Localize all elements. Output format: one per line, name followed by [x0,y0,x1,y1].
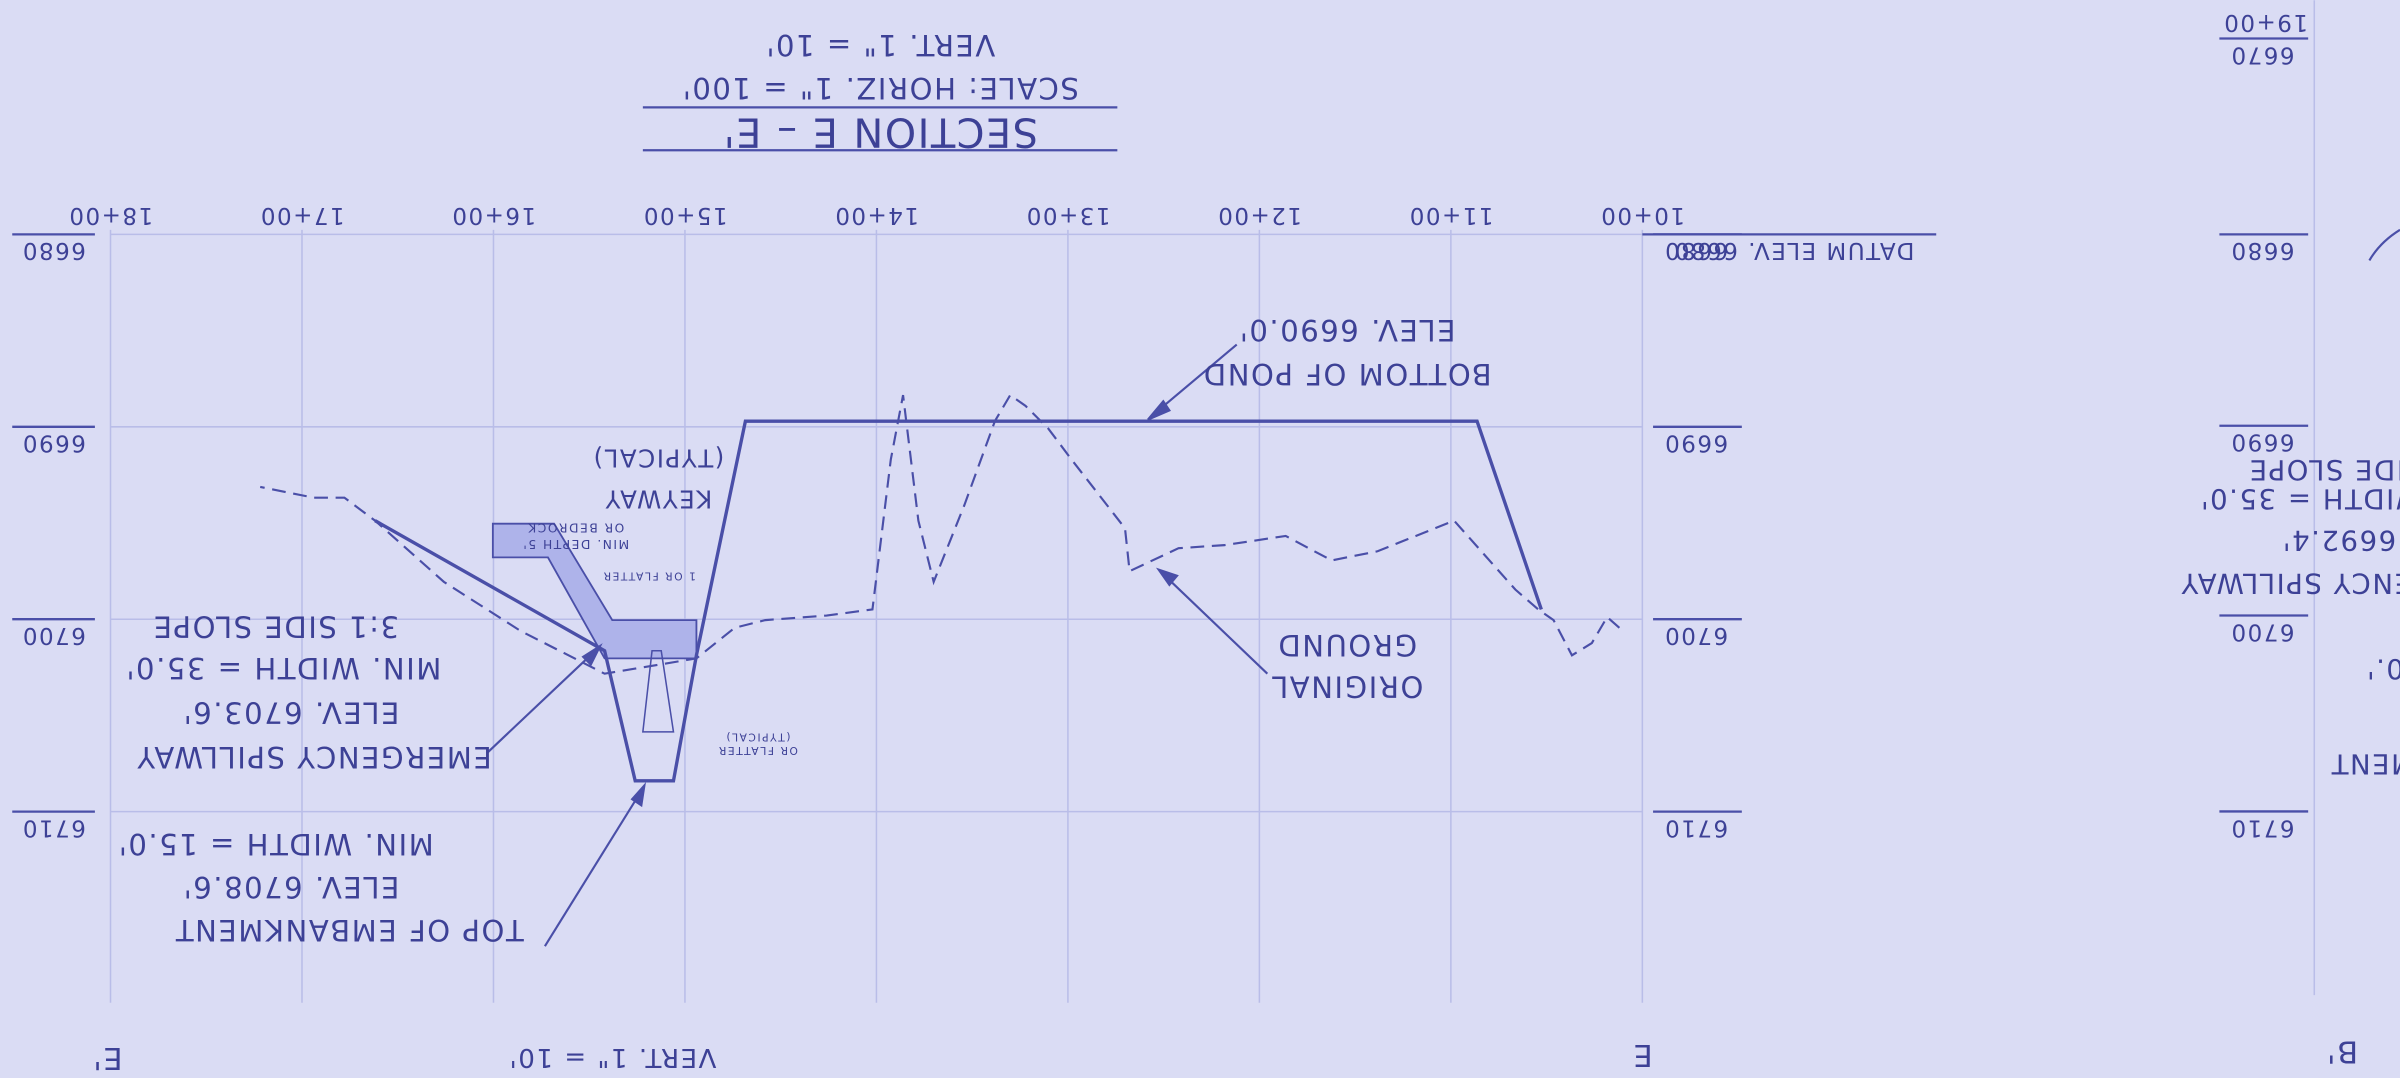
annotation: TOP OF EMBANKMENT [174,913,524,947]
annotation: IDE SLOPE [2248,454,2400,486]
station-label: 14+00 [834,202,919,228]
annotation: OR BEDROCK [527,520,625,534]
station-label: 10+00 [1600,202,1685,228]
scale-text: VERT. 1" = 10' [765,28,995,62]
station-label: 15+00 [642,202,727,228]
section-title: SECTION E – E' [722,108,1038,154]
annotation: ELEV. 6690.0' [1238,313,1455,347]
arrowhead [1155,567,1179,587]
station-label: 17+00 [259,202,344,228]
annotation: 6692.4' [2281,524,2396,556]
annotation: 1 OR FLATTER [602,570,696,583]
annotation: MIN. WIDTH = 15.0' [117,827,433,861]
leaders [485,343,1269,947]
annotation: OR FLATTER [717,744,798,757]
annotation: MIN. DEPTH 5' [522,537,629,551]
elevation-label: 6690 [2230,429,2295,455]
annotation: ENCY SPILLWAY [2180,567,2400,599]
elevation-label: 6710 [1664,814,1729,840]
labels: 10+00 11+00 12+00 13+00 14+00 15+00 16+00 17+00… [12,9,2400,1075]
leader [543,787,644,947]
annotation: WIDTH = 35.0' [2199,483,2400,515]
elevation-label: 6700 [21,622,86,648]
annotation: ELEV. 6708.6' [182,870,399,904]
elevation-label: 6710 [21,814,86,840]
arrowhead [630,782,646,808]
section-mark: B' [2326,1034,2358,1069]
annotation: GROUND [1277,628,1417,662]
grid [109,229,1644,1003]
station-label: 18+00 [68,202,153,228]
leader [485,648,598,755]
original-ground [259,393,1621,675]
annotation: ELEV. 6703.6' [182,695,399,729]
station-label: 16+00 [451,202,536,228]
annotation: (TYPICAL) [725,730,791,743]
section-mark: E' [92,1040,123,1075]
station-label: 11+00 [1408,202,1493,228]
arrowhead [581,643,603,667]
elevation-label: 6700 [1664,622,1729,648]
annotation: ORIGINAL [1271,669,1424,703]
adjacent-line [2368,228,2400,261]
elevation-label: 6710 [2230,814,2295,840]
elevation-label: 6700 [2230,618,2295,644]
elevation-label: 6680 [1664,237,1729,263]
section-mark: E [1632,1037,1653,1072]
arrowhead [1147,399,1171,421]
station-label: 19+00 [2223,9,2308,35]
elevation-label: 6690 [21,430,86,456]
elevation-label: 6690 [1664,430,1729,456]
elevation-label: 6680 [21,237,86,263]
scale-text: SCALE: HORIZ. 1" = 100' [681,71,1079,105]
core [642,649,675,733]
annotation: EMERGENCY SPILLWAY [136,740,492,774]
annotation: 0.' [2365,653,2400,685]
station-label: 12+00 [1217,202,1302,228]
leader [1160,571,1269,675]
annotation: KEYWAY [604,485,712,514]
station-label: 13+00 [1025,202,1110,228]
elevation-label: 6680 [2230,237,2295,263]
annotation: BOTTOM OF POND [1202,357,1491,391]
elevation-label: 6670 [2230,41,2295,67]
annotation: MIN. WIDTH = 35.0' [125,651,441,685]
annotation: 3:1 SIDE SLOPE [152,610,399,644]
scale-text: VERT. 1" = 10' [508,1042,716,1072]
annotation: (TYPICAL) [592,443,724,472]
annotation: MENT [2330,747,2400,779]
datum-label: DATUM ELEV. 6680 [1673,237,1914,263]
